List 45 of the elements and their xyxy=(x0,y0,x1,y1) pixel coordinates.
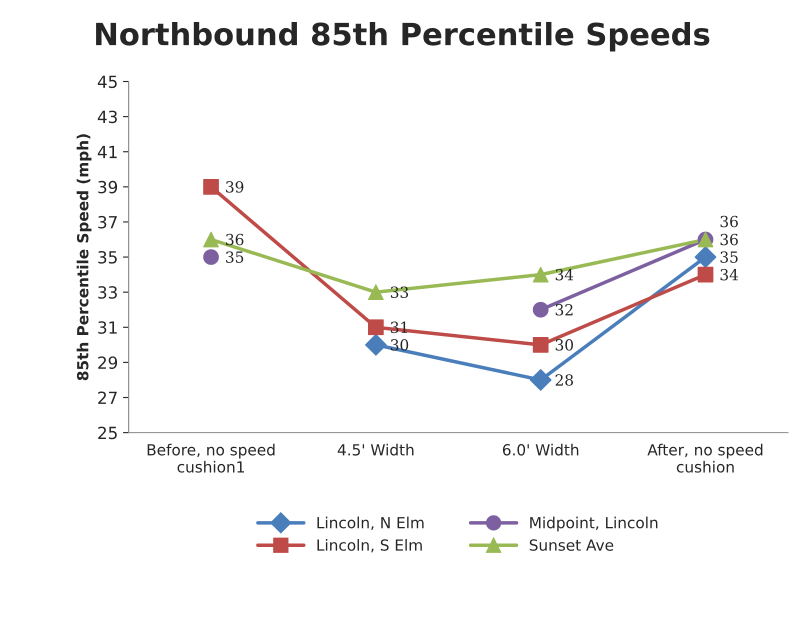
x-tick-label: 4.5' Width xyxy=(338,444,414,456)
y-tick-label: 35 xyxy=(98,251,117,264)
legend-label: Lincoln, S Elm xyxy=(317,539,422,552)
y-tick-label: 33 xyxy=(98,286,117,299)
point xyxy=(530,369,552,391)
data-label: 36 xyxy=(226,234,244,246)
legend-label: Sunset Ave xyxy=(530,539,614,551)
y-tick-label: 37 xyxy=(98,216,117,229)
point xyxy=(532,336,549,353)
point xyxy=(364,334,387,356)
data-label: 36 xyxy=(720,216,738,228)
y-tick-label: 41 xyxy=(98,146,117,158)
y-axis-title: 85th Percentile Speed (mph) xyxy=(76,134,92,380)
point xyxy=(203,178,219,195)
data-label: 28 xyxy=(556,374,573,386)
point xyxy=(203,232,219,248)
data-label: 30 xyxy=(390,339,408,351)
data-label: 32 xyxy=(556,304,573,316)
x-tick-label: After, no speed cushion xyxy=(647,444,762,473)
y-tick-label: 25 xyxy=(98,426,117,440)
point xyxy=(368,319,384,336)
point xyxy=(368,284,384,300)
x-tick-label: Before, no speed cushion1 xyxy=(148,444,275,473)
point xyxy=(698,266,714,282)
y-tick-label: 29 xyxy=(98,356,118,369)
chart-title: Northbound 85th Percentile Speeds xyxy=(96,22,710,52)
point xyxy=(203,249,219,265)
y-tick-label: 43 xyxy=(98,110,117,124)
data-label: 34 xyxy=(720,268,738,280)
data-label: 39 xyxy=(226,181,244,193)
x-tick-label: 6.0' Width xyxy=(502,444,578,456)
y-tick-label: 39 xyxy=(98,180,118,194)
point xyxy=(694,246,716,268)
point xyxy=(532,302,549,318)
y-tick-label: 31 xyxy=(98,321,117,334)
legend-label: Midpoint, Lincoln xyxy=(530,516,658,532)
legend-label: Lincoln, N Elm xyxy=(317,516,424,530)
y-tick-label: 45 xyxy=(98,76,117,88)
data-label: 36 xyxy=(720,234,738,246)
data-label: 34 xyxy=(556,268,574,280)
data-label: 35 xyxy=(226,251,244,263)
data-label: 35 xyxy=(720,251,738,263)
y-tick-label: 27 xyxy=(98,391,117,404)
data-label: 30 xyxy=(556,339,574,351)
point xyxy=(532,266,549,282)
